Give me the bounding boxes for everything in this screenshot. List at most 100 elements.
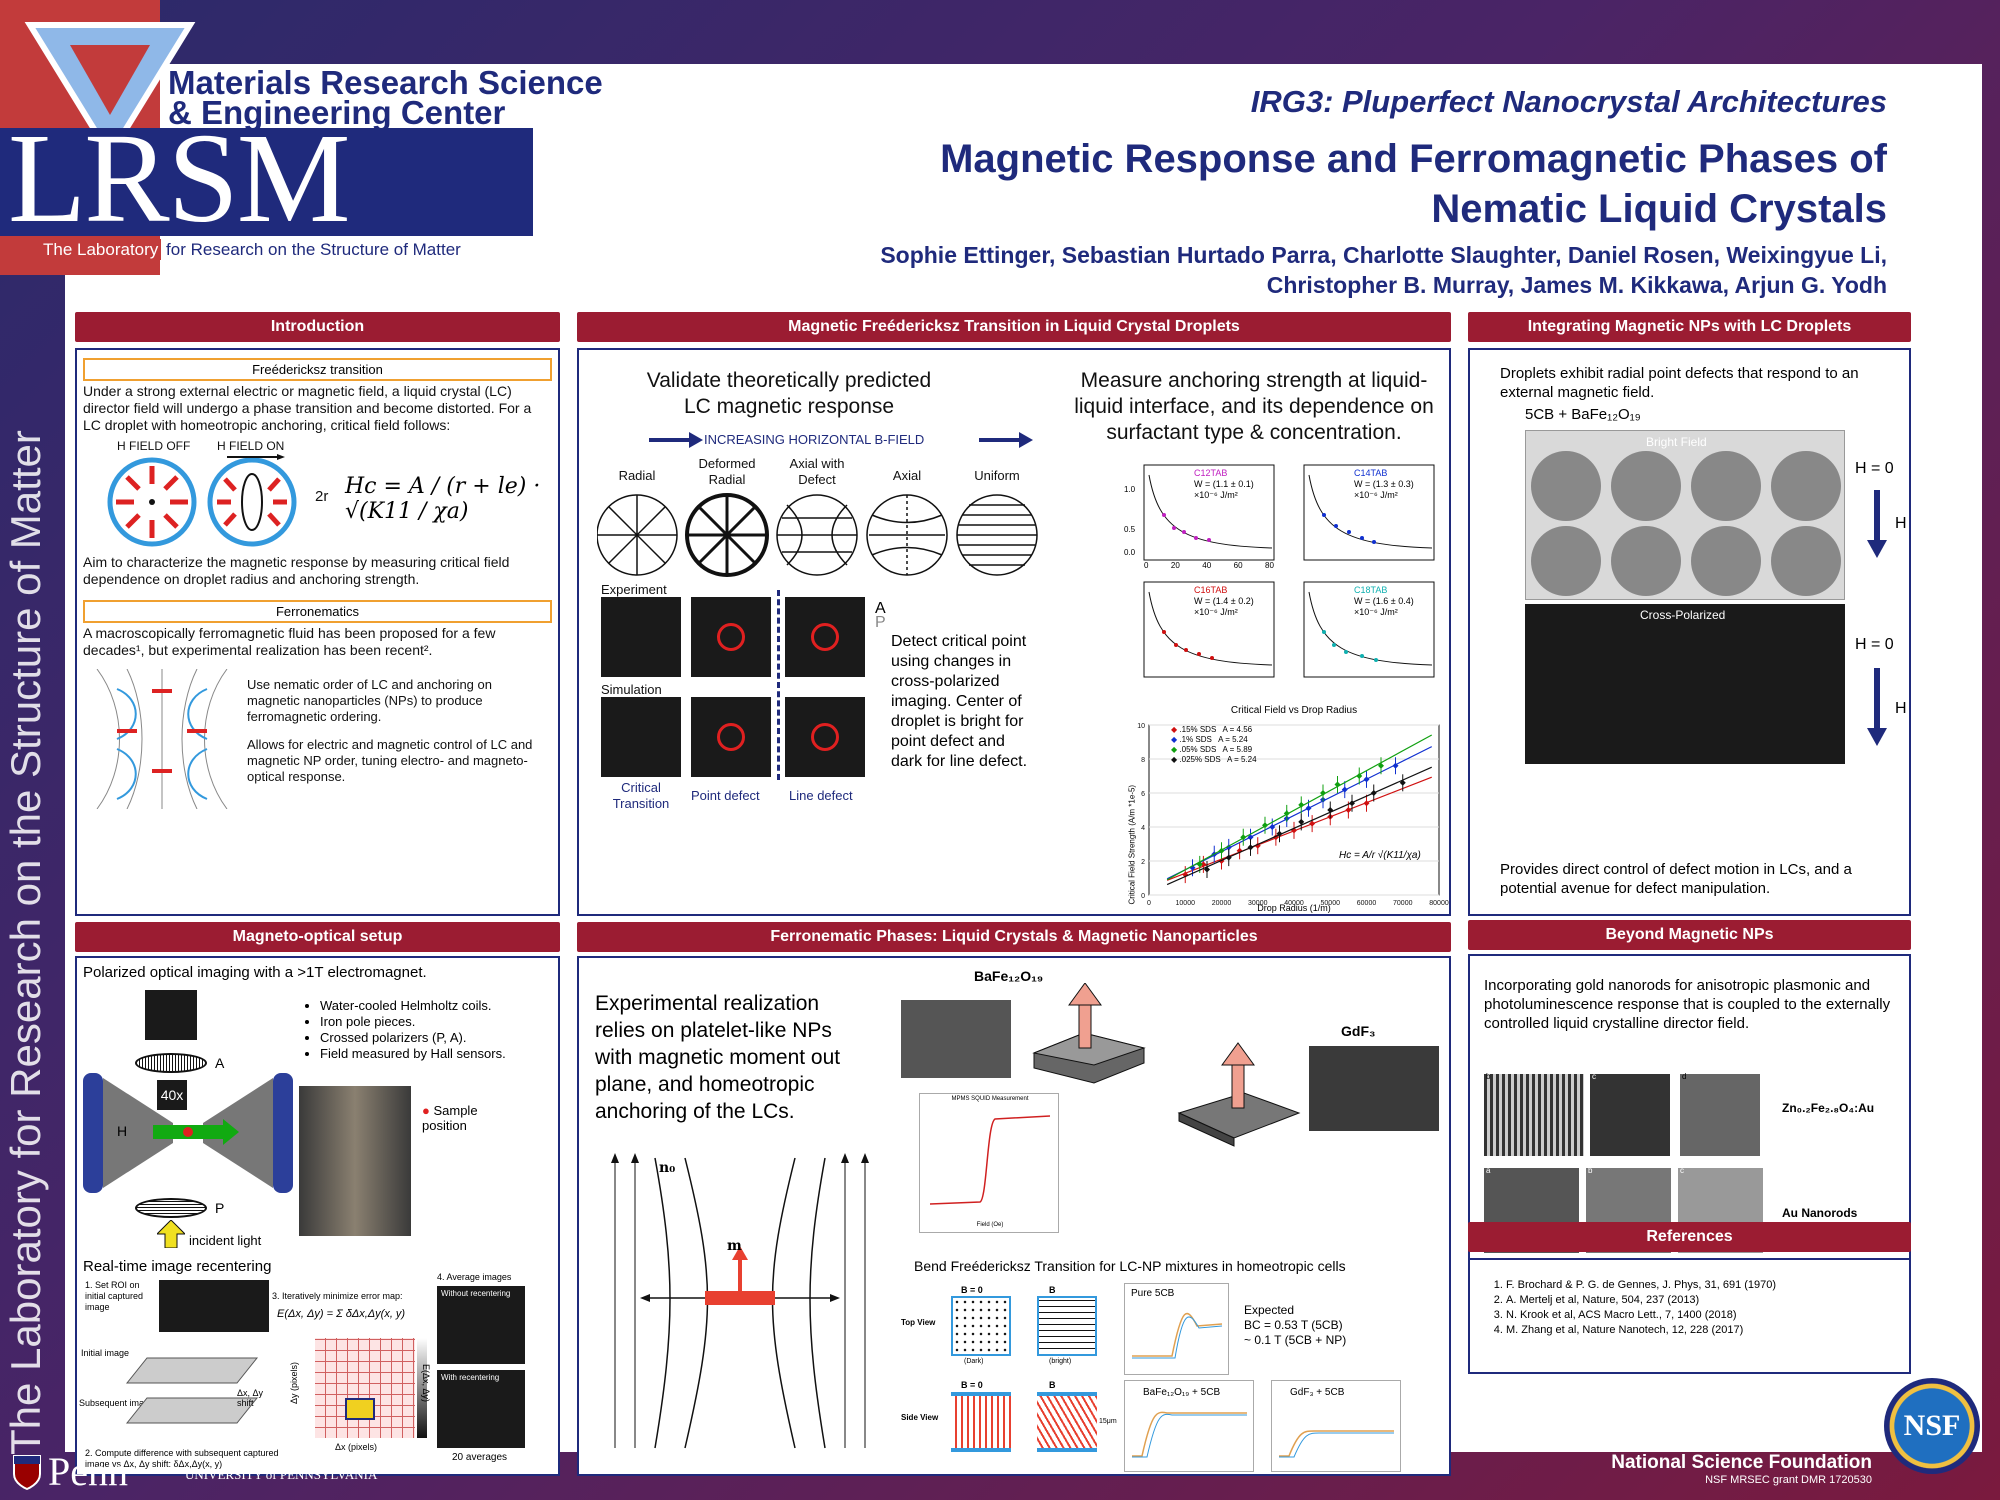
dy-label: Δy (pixels) (289, 1361, 300, 1405)
integrating-text-1: Droplets exhibit radial point defects th… (1500, 365, 1859, 401)
analyzer-letter: A (215, 1055, 225, 1071)
without-recentering-image: Without recentering (437, 1286, 525, 1364)
ferro-text: A macroscopically ferromagnetic fluid ha… (83, 625, 496, 658)
chart-legend: ◆ .15% SDS A = 4.56 ◆ .1% SDS A = 5.24 ◆… (1171, 725, 1257, 764)
data-point (1334, 781, 1341, 788)
simulation-image-2 (691, 697, 771, 777)
tem-image-b: b (1484, 1072, 1584, 1156)
critical-field-chart: Critical Field vs Drop Radius 0 10000 2000… (1119, 705, 1449, 914)
x-tick-label: 80000 (1429, 900, 1449, 907)
y-tick-label: 4 (1141, 825, 1145, 832)
au-nanorods-label: Au Nanorods (1782, 1206, 1858, 1220)
step-3: 3. Iteratively minimize error map: (272, 1291, 403, 1301)
m-label: m (727, 1238, 742, 1254)
fit-line-1 (1166, 746, 1433, 880)
scatter-svg: 0 10000 20000 30000 40000 50000 60000 70000 8000… (1137, 723, 1449, 907)
data-point (1298, 818, 1305, 825)
data-point (1269, 824, 1276, 830)
data-point (1320, 790, 1326, 796)
data-point (1392, 762, 1399, 769)
polarizer-icon (135, 1198, 207, 1218)
side-view-homeotropic (951, 1392, 1011, 1452)
bright-label: (bright) (1049, 1358, 1072, 1365)
top-view-label: Top View (901, 1318, 936, 1327)
vertical-lab-title: The Laboratory for Research on the Struc… (2, 430, 49, 1455)
field-arrow-label: INCREASING HORIZONTAL B-FIELD (704, 432, 925, 447)
bafe-platelet-icon (1032, 983, 1146, 1084)
x-tick-label: 0 (1147, 900, 1151, 907)
incident-arrow-icon (157, 1220, 185, 1248)
data-point (1305, 805, 1312, 812)
x-tick-label: 50000 (1321, 900, 1341, 907)
references-list: F. Brochard & P. G. de Gennes, J. Phys, … (1482, 1278, 1909, 1338)
penn-wordmark: Penn (48, 1449, 128, 1494)
data-point (1276, 830, 1283, 837)
bafe-tem-image (901, 1000, 1011, 1078)
chart-xlabel: Drop Radius (1/m) (1257, 903, 1331, 913)
x-tick-label: 10000 (1176, 900, 1196, 907)
upenn-label: UNIVERSITY of PENNSYLVANIA (185, 1467, 378, 1482)
y-tick-label: 6 (1141, 791, 1145, 798)
integrating-text-2: Provides direct control of defect motion… (1500, 861, 1852, 897)
fred-heading: Magnetic Freédericksz Transition in Liqu… (577, 312, 1451, 342)
ferro-heading: Ferronematic Phases: Liquid Crystals & M… (577, 922, 1451, 952)
irg-title: IRG3: Pluperfect Nanocrystal Architectur… (1250, 84, 1887, 119)
nsf-label: National Science Foundation (1611, 1452, 1872, 1473)
experiment-image-2 (691, 597, 771, 677)
two-r-label: 2r (315, 488, 329, 505)
bafe-5cb-plot: BaFe₁₂O₁₉ + 5CB (1124, 1380, 1254, 1472)
h-off-label: H FIELD OFF (117, 439, 191, 453)
col-uniform: Uniform (974, 468, 1020, 483)
col-axial: Axial (892, 468, 922, 483)
beyond-heading: Beyond Magnetic NPs (1468, 920, 1911, 950)
h-on-label: H FIELD ON (217, 439, 285, 453)
data-point (1309, 820, 1316, 827)
tem-image-c: c (1590, 1072, 1670, 1156)
data-point (1189, 864, 1196, 871)
setup-photo (299, 1086, 411, 1236)
b0-label-top: B = 0 (961, 1285, 983, 1295)
magnet-diagram (83, 1073, 293, 1193)
inset-xticks: 0 20 40 60 80 (1144, 561, 1274, 570)
h0-label-a: H = 0 (1855, 460, 1894, 477)
x-tick-label: 40000 (1284, 900, 1304, 907)
critical-field-formula: Hc = A / (r + le) · √(K11 / χa) (345, 474, 541, 524)
simulation-image-3 (785, 697, 865, 777)
initial-image-label: Initial image (81, 1348, 130, 1358)
data-point (1363, 776, 1370, 783)
data-point (1363, 800, 1370, 807)
bafe-label: BaFe₁₂O₁₉ (974, 968, 1044, 984)
fit-line-0 (1166, 776, 1432, 881)
gdf-platelet-icon (1177, 1042, 1301, 1147)
critical-transition-label: Critical Transition (612, 780, 670, 811)
with-recentering-image: With recentering (437, 1370, 525, 1448)
objective-label: 40x (157, 1080, 187, 1110)
ferro-point-1: Use nematic order of LC and anchoring on… (247, 677, 492, 724)
shift-label: Δx, Δy shift (237, 1388, 264, 1408)
b-label-top: B (1049, 1285, 1056, 1295)
x-tick-label: 30000 (1248, 900, 1268, 907)
grant-label: NSF MRSEC grant DMR 1720530 (1705, 1474, 1872, 1486)
gdf-tem-image (1309, 1046, 1439, 1131)
fred-label: Freédericksz transition (83, 358, 552, 381)
chart-ylabel: Critical Field Strength (A/m *1e-5) (1127, 784, 1137, 905)
step-1: 1. Set ROI on initial captured image (85, 1280, 144, 1312)
experiment-image-1 (601, 597, 681, 677)
lrsm-wordmark: LRSM (8, 107, 351, 249)
footer: Penn UNIVERSITY of PENNSYLVANIA National… (0, 1449, 2000, 1500)
compound-label: 5CB + BaFe₁₂O₁₉ (1525, 406, 1641, 423)
sample-position-label: ● Sample position (422, 1103, 478, 1133)
lrsm-logo: Materials Research Science & Engineering… (0, 0, 620, 275)
data-point (1349, 800, 1355, 807)
inset-yticks: 1.0 0.5 (1124, 485, 1136, 534)
incident-light-label: incident light (189, 1233, 262, 1248)
col-radial: Radial (618, 468, 656, 483)
page-title: Magnetic Response and Ferromagnetic Phas… (940, 137, 1887, 231)
step-3-equation: E(Δx, Δy) = Σ δΔx,Δy(x, y) (277, 1308, 406, 1320)
data-point (1196, 861, 1203, 868)
triangle-logo-icon (24, 22, 196, 161)
bright-field-label: Bright Field (1646, 435, 1707, 449)
director-configurations (597, 493, 1038, 577)
pure-5cb-plot: Pure 5CB (1124, 1283, 1229, 1375)
y-tick-label: 0 (1141, 893, 1145, 900)
